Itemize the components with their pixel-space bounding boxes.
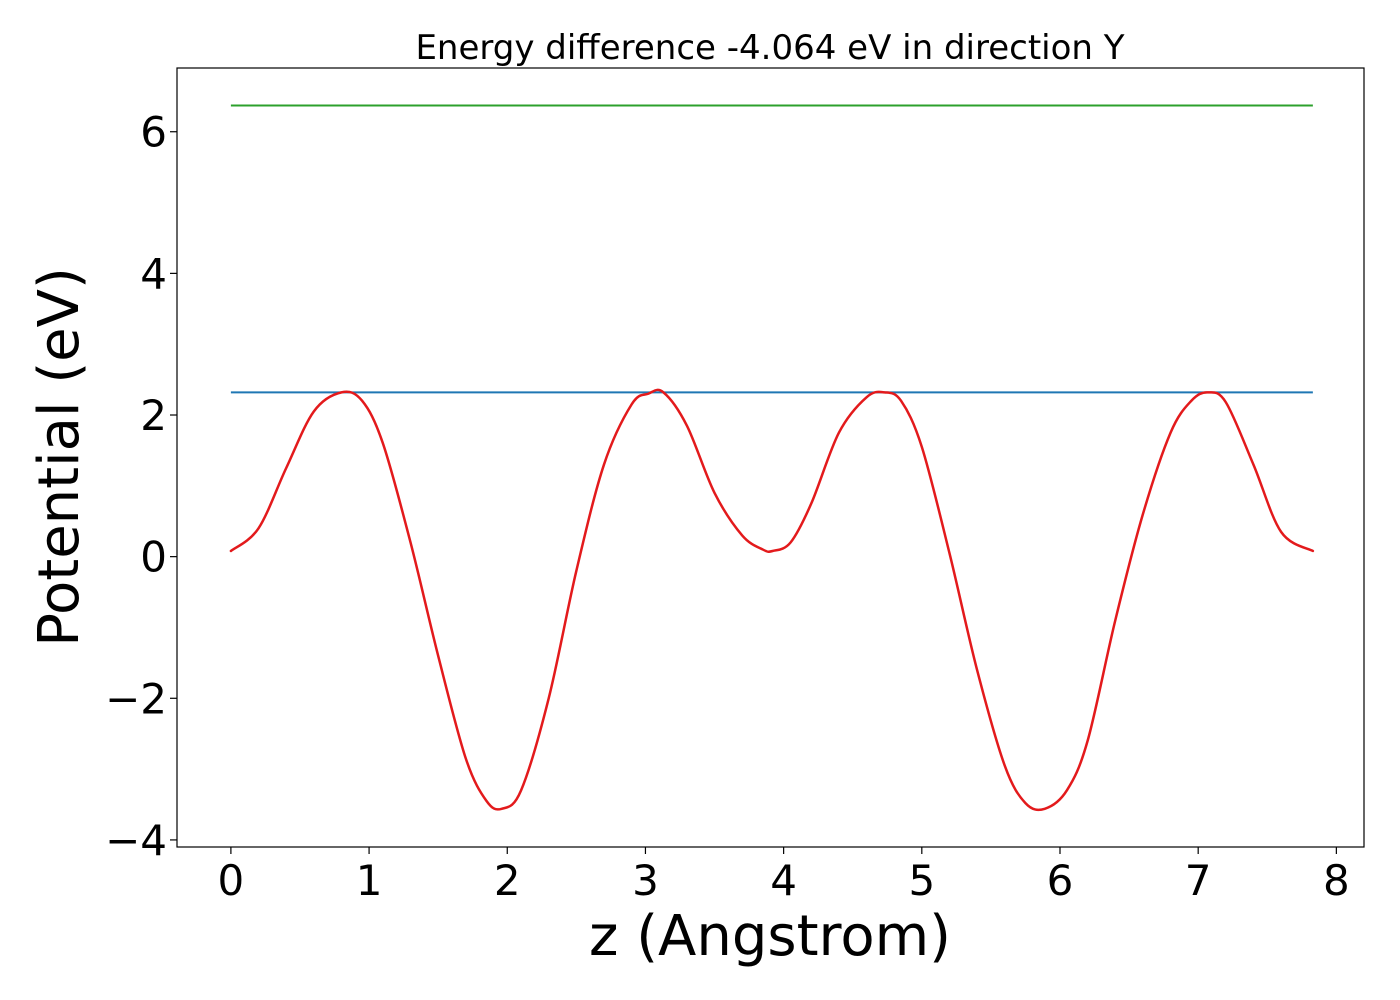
plot-background (177, 68, 1364, 847)
x-tick-label: 3 (632, 856, 659, 905)
x-tick-label: 6 (1047, 856, 1074, 905)
x-axis-ticks: 0 1 2 3 4 5 6 7 8 (218, 847, 1350, 905)
x-tick-label: 8 (1323, 856, 1350, 905)
x-axis-label: z (Angstrom) (589, 904, 951, 969)
y-tick-label: 0 (140, 533, 167, 582)
x-tick-label: 4 (770, 856, 797, 905)
y-tick-label: 2 (140, 391, 167, 440)
x-tick-label: 7 (1185, 856, 1212, 905)
y-axis-ticks: −4 −2 0 2 4 6 (105, 108, 177, 865)
series-curve-2 (229, 388, 1315, 812)
series-layer (229, 104, 1315, 812)
x-tick-label: 1 (356, 856, 383, 905)
y-axis-label: Potential (eV) (27, 267, 92, 647)
y-tick-label: 4 (140, 249, 167, 298)
x-tick-label: 0 (218, 856, 245, 905)
x-tick-label: 2 (494, 856, 521, 905)
plot-frame (176, 67, 1365, 848)
y-tick-label: −2 (105, 674, 167, 723)
x-tick-label: 5 (908, 856, 935, 905)
chart-title: Energy difference -4.064 eV in direction… (415, 28, 1124, 68)
y-tick-label: −4 (105, 816, 167, 865)
y-tick-label: 6 (140, 108, 167, 157)
